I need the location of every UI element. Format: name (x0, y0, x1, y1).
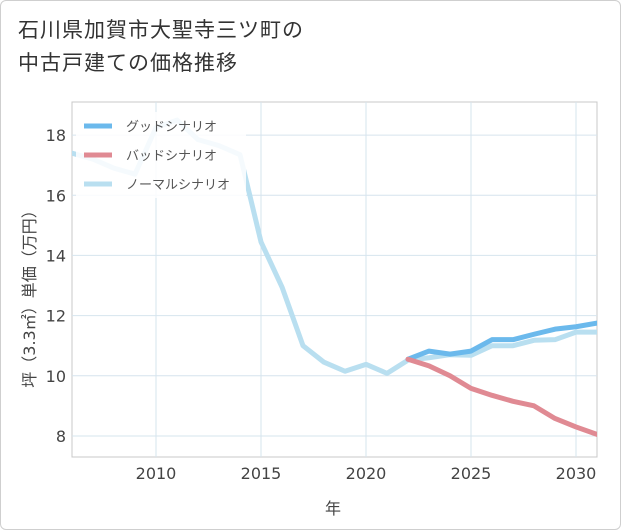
y-axis-title: 坪（3.3㎡）単価（万円） (20, 202, 39, 387)
y-tick-label: 8 (56, 427, 66, 446)
x-axis-title: 年 (325, 499, 341, 518)
y-tick-label: 14 (46, 246, 66, 265)
legend-label: ノーマルシナリオ (126, 178, 230, 193)
x-tick-label: 2030 (556, 464, 597, 483)
series-line-2 (405, 356, 597, 437)
legend-label: グッドシナリオ (126, 120, 217, 135)
x-tick-label: 2015 (241, 464, 282, 483)
y-tick-labels: 8 10 12 14 16 18 (46, 126, 66, 446)
y-tick-label: 12 (46, 307, 66, 326)
x-tick-label: 2025 (451, 464, 492, 483)
series-line-1 (405, 320, 597, 362)
x-tick-labels: 2010 2015 2020 2025 2030 (136, 464, 597, 483)
x-tick-label: 2020 (346, 464, 387, 483)
chart-title-line-2: 中古戸建ての価格推移 (18, 51, 238, 75)
y-tick-label: 10 (46, 367, 66, 386)
chart-title-line-1: 石川県加賀市大聖寺三ツ町の (18, 18, 304, 42)
y-tick-label: 18 (46, 126, 66, 145)
chart-title: 石川県加賀市大聖寺三ツ町の 中古戸建ての価格推移 (18, 14, 304, 80)
legend-label: バッドシナリオ (126, 149, 217, 164)
y-tick-label: 16 (46, 186, 66, 205)
x-tick-label: 2010 (136, 464, 177, 483)
